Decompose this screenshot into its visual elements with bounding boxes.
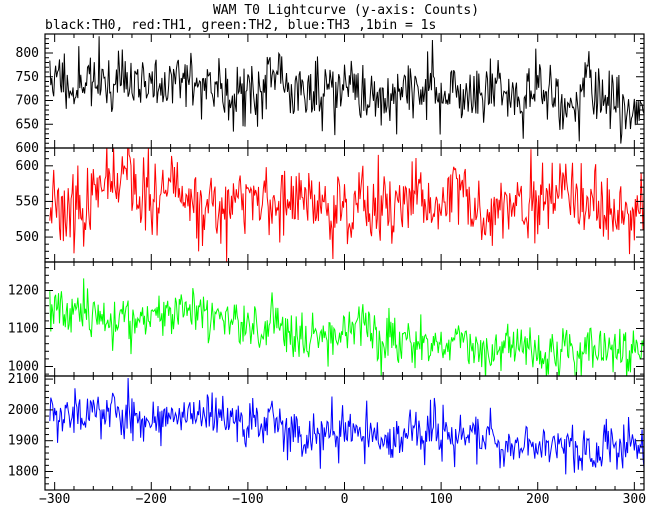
series-line-th1: [49, 148, 644, 262]
y-tick-label: 1000: [8, 360, 39, 375]
panel-th1: 500 550 600: [16, 147, 645, 263]
y-tick-label: 750: [16, 70, 39, 85]
x-tick-label: 200: [526, 492, 549, 505]
series-line-th2: [49, 278, 644, 376]
x-tick-label: 300: [623, 492, 646, 505]
y-tick-label: 500: [16, 230, 39, 245]
y-tick-label: 1100: [8, 322, 39, 337]
series-line-th0: [49, 36, 644, 144]
y-tick-label: 1200: [8, 284, 39, 299]
y-tick-label: 800: [16, 46, 39, 61]
y-tick-label: 1900: [8, 434, 39, 449]
x-tick-label: −300: [39, 492, 70, 505]
y-tick-label: 650: [16, 117, 39, 132]
y-tick-label: 1800: [8, 465, 39, 480]
y-tick-label: 600: [16, 159, 39, 174]
panel-th0: 600 650 700 750 800: [16, 33, 645, 156]
y-tick-label: 550: [16, 194, 39, 209]
series-line-th3: [49, 377, 644, 475]
chart-subtitle: black:TH0, red:TH1, green:TH2, blue:TH3 …: [45, 18, 436, 33]
panel-th2: 1000 1100 1200: [8, 261, 645, 377]
y-tick-label: 600: [16, 141, 39, 156]
x-tick-label: 100: [429, 492, 452, 505]
panel-th3: 1800 1900 2000 2100: [8, 372, 645, 491]
x-tick-label: −100: [232, 492, 263, 505]
panel-frame: [44, 33, 645, 149]
y-tick-label: 700: [16, 94, 39, 109]
y-tick-label: 2100: [8, 372, 39, 387]
x-tick-label: −200: [136, 492, 167, 505]
x-axis: −300 −200 −100 0 100 200 300: [39, 492, 646, 505]
x-tick-label: 0: [341, 492, 349, 505]
panels-group: 600 650 700 750 800 500 550 600 1000 1100 1200 1800…: [8, 33, 645, 491]
chart-title: WAM T0 Lightcurve (y-axis: Counts): [213, 3, 479, 18]
y-tick-label: 2000: [8, 403, 39, 418]
